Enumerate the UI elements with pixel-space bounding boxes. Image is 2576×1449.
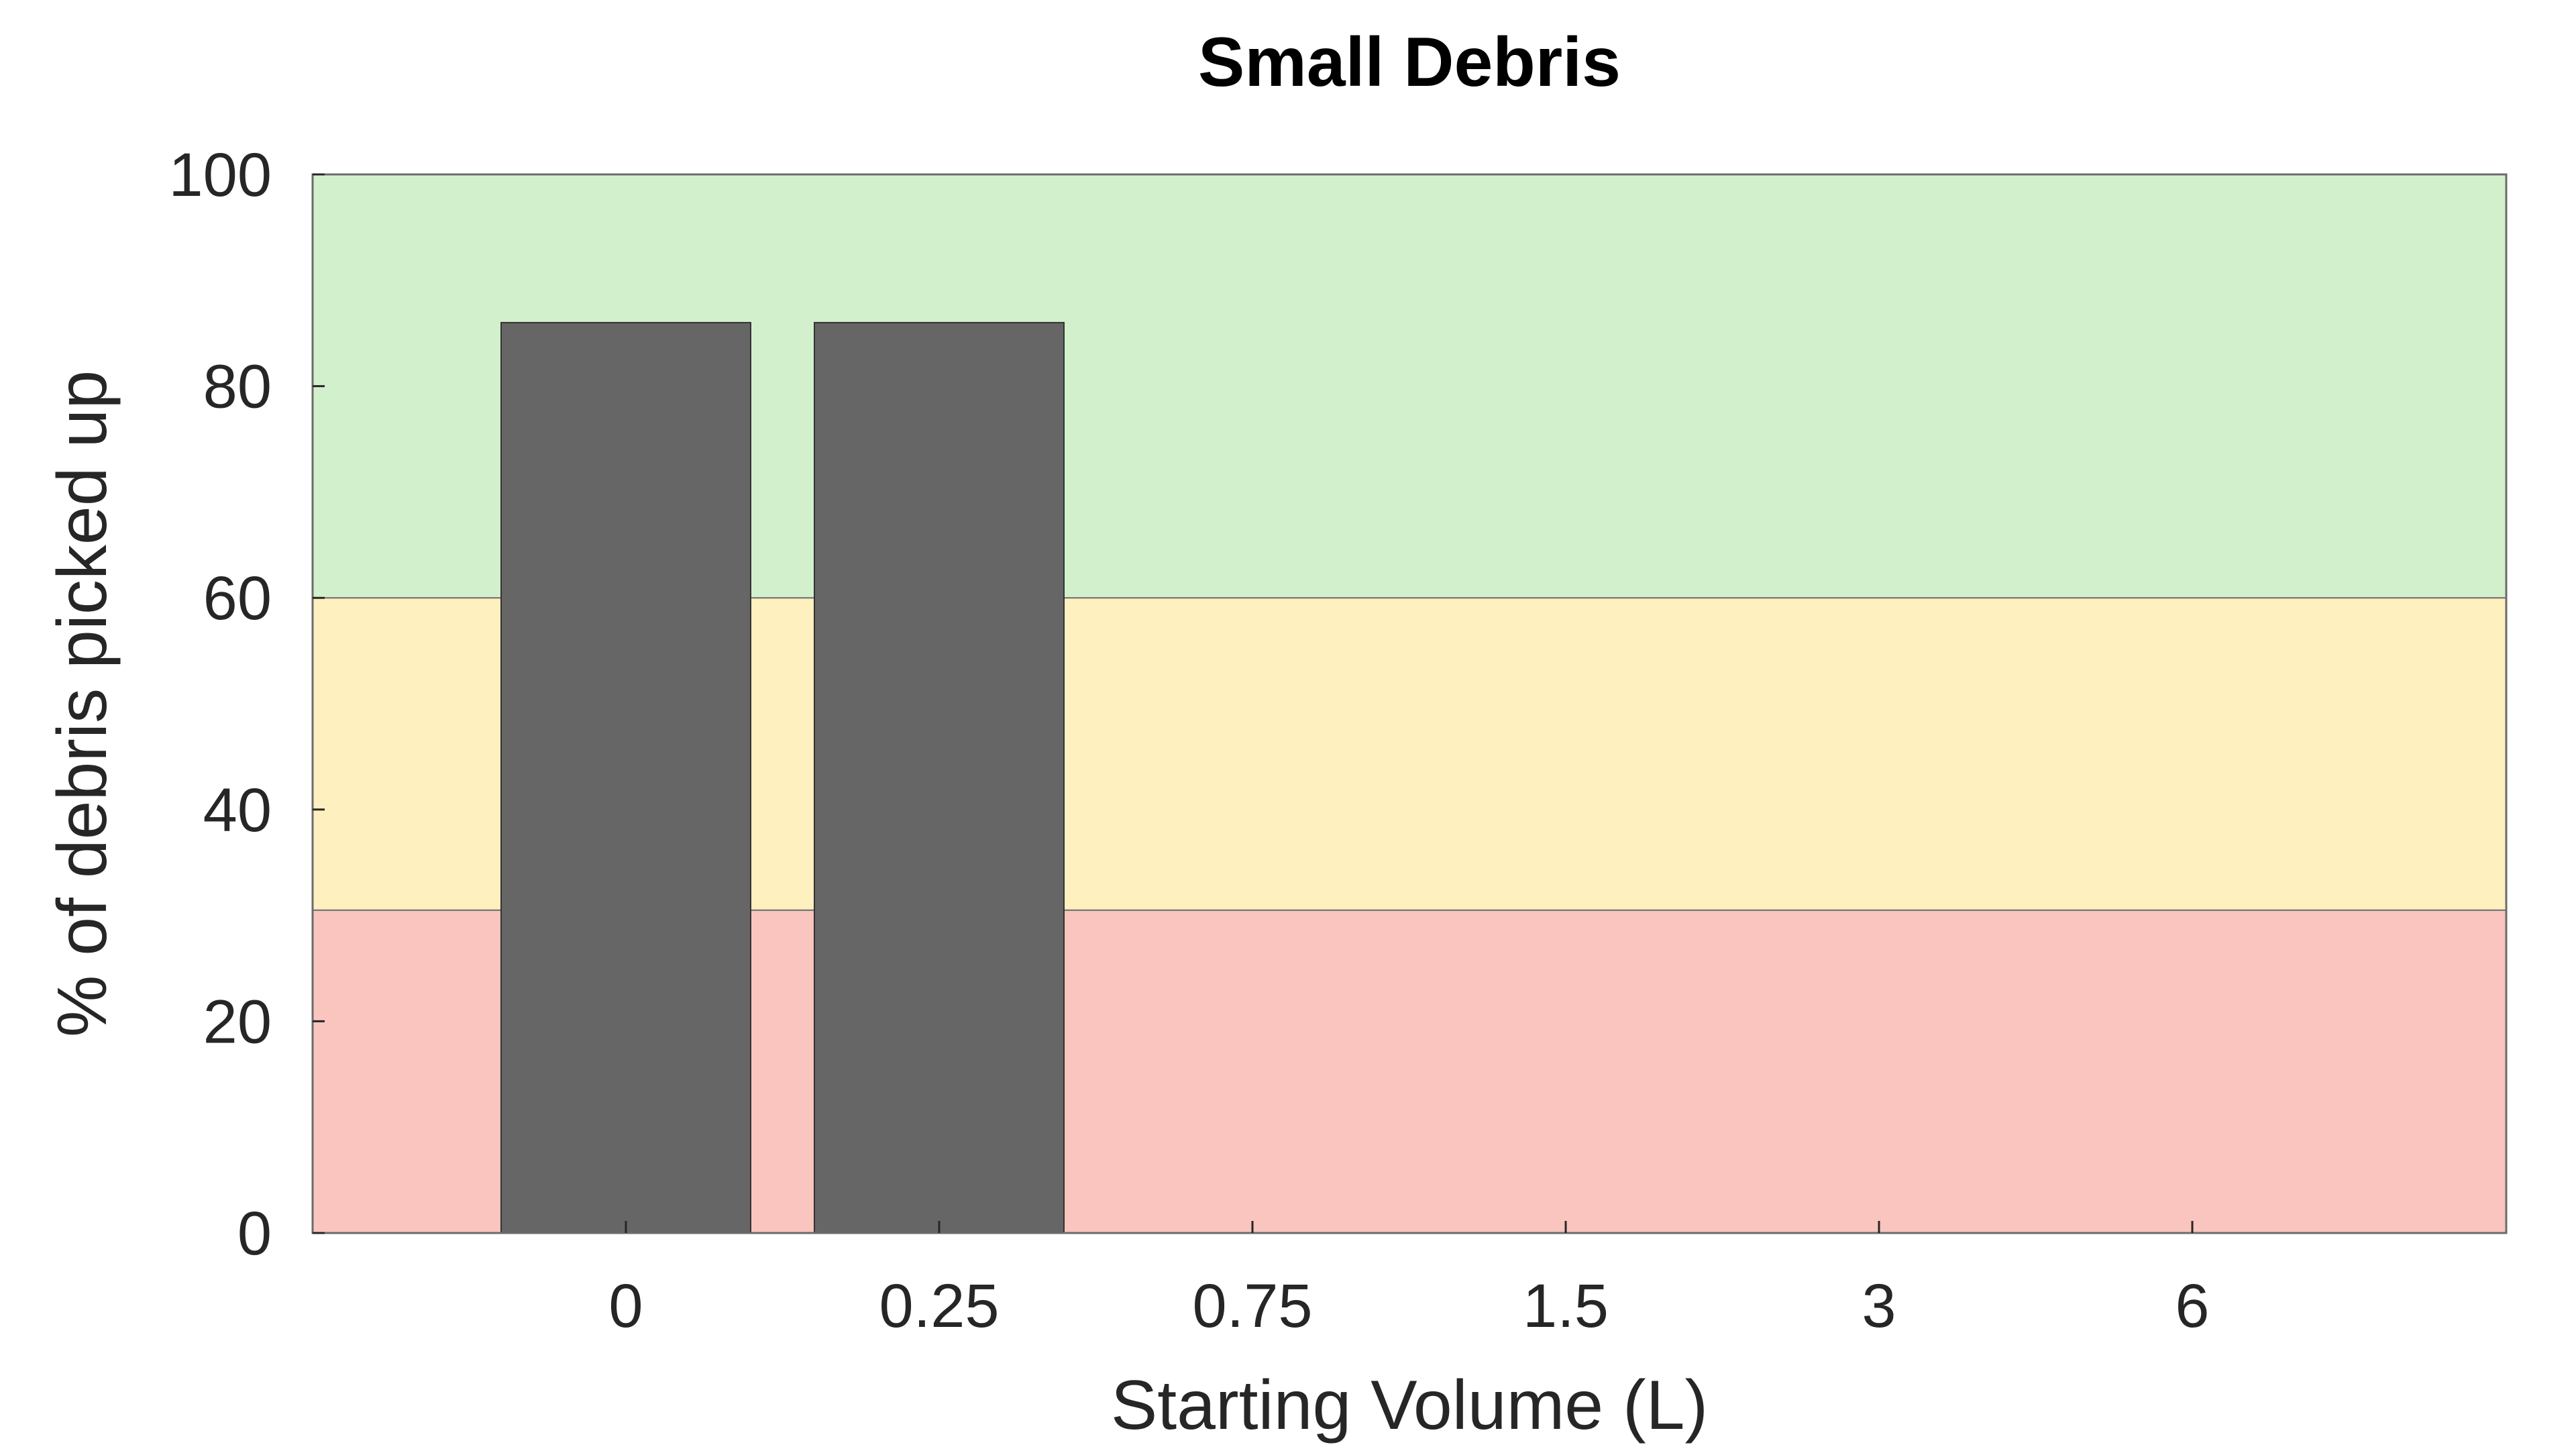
plot-frame [311,173,2508,1234]
y-tick-label: 60 [203,564,272,633]
y-axis-ticks: 0 20 40 60 80 100 [169,141,325,1268]
y-tick-label: 80 [203,353,272,421]
x-axis-label: Starting Volume (L) [1111,1366,1708,1444]
y-tick-label: 100 [169,141,272,209]
x-tick-label: 0.25 [879,1272,999,1340]
x-tick-label: 0.75 [1192,1272,1312,1340]
x-tick-label: 1.5 [1523,1272,1609,1340]
bar-0 [500,321,751,1234]
y-tick-label: 20 [203,987,272,1056]
bars [500,321,1065,1234]
chart-title: Small Debris [1198,23,1621,101]
x-tick-label: 6 [2175,1272,2209,1340]
x-tick-label: 3 [1862,1272,1896,1340]
x-axis-ticks: 0 0.25 0.75 1.5 3 6 [608,1221,2210,1340]
x-tick-label: 0 [608,1272,643,1340]
bar-0.25 [814,321,1065,1234]
y-axis-label: % of debris picked up [44,370,121,1037]
y-tick-label: 40 [203,776,272,845]
y-tick-label: 0 [237,1199,272,1268]
